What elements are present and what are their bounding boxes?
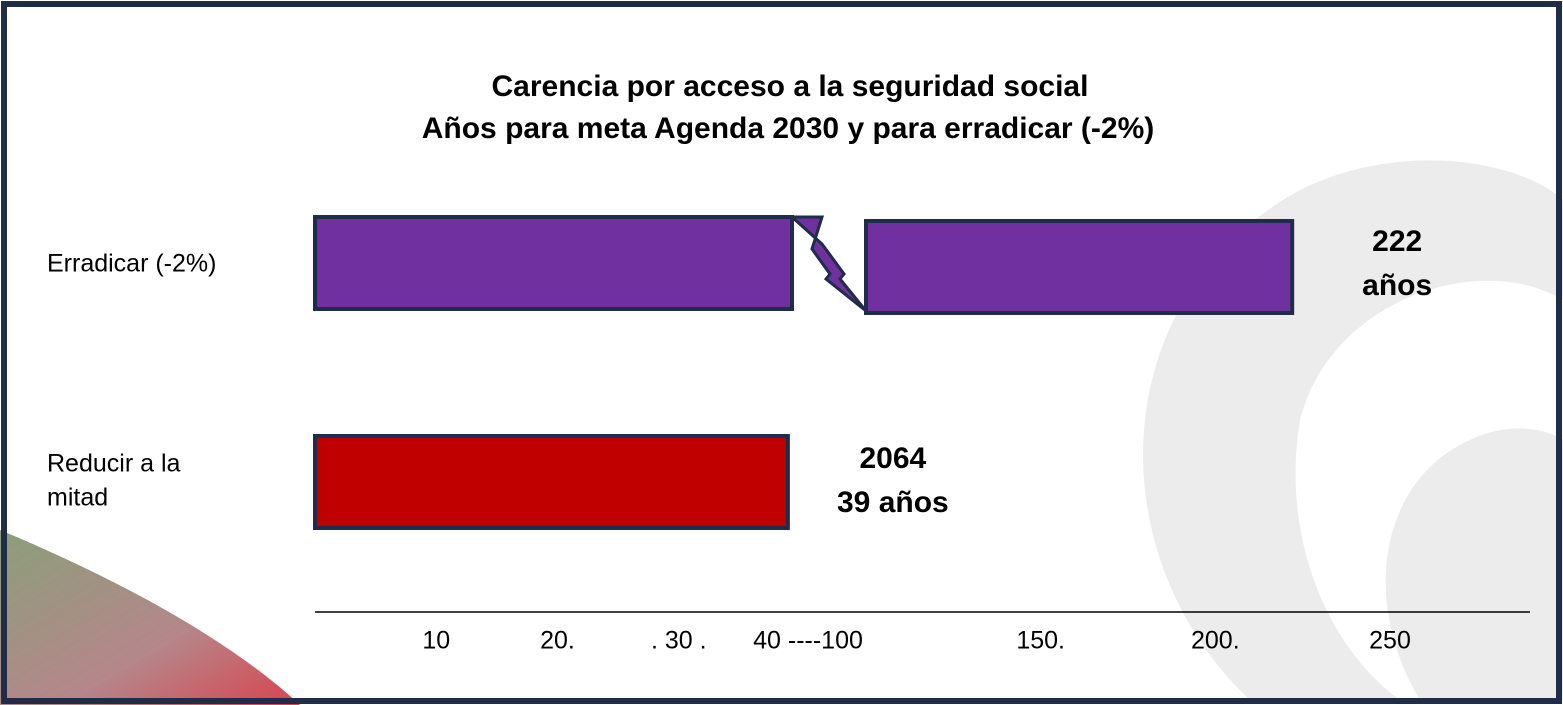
corner-decoration — [0, 530, 300, 705]
value-label: años — [1362, 269, 1432, 302]
x-tick-label: 250 — [1369, 627, 1411, 655]
chart-title: Carencia por acceso a la seguridad socia… — [492, 70, 1089, 103]
value-label: 222 — [1372, 225, 1422, 258]
x-tick-label: 20. — [540, 627, 575, 655]
value-label: 2064 — [860, 442, 927, 475]
category-label: Erradicar (-2%) — [47, 250, 216, 278]
bar — [313, 215, 794, 311]
category-label: Reducir a la — [47, 450, 180, 478]
bar — [864, 219, 1295, 315]
x-tick-label: 150. — [1016, 627, 1065, 655]
axis-break — [788, 215, 868, 313]
x-tick-label: 10 — [422, 627, 450, 655]
bar — [313, 434, 790, 530]
category-label: mitad — [47, 484, 108, 512]
x-tick-label: 200. — [1191, 627, 1240, 655]
value-label: 39 años — [837, 486, 949, 519]
chart-subtitle: Años para meta Agenda 2030 y para erradi… — [422, 112, 1155, 145]
x-tick-label: 40 ----100 — [753, 627, 863, 655]
x-tick-label: . 30 . — [651, 627, 707, 655]
